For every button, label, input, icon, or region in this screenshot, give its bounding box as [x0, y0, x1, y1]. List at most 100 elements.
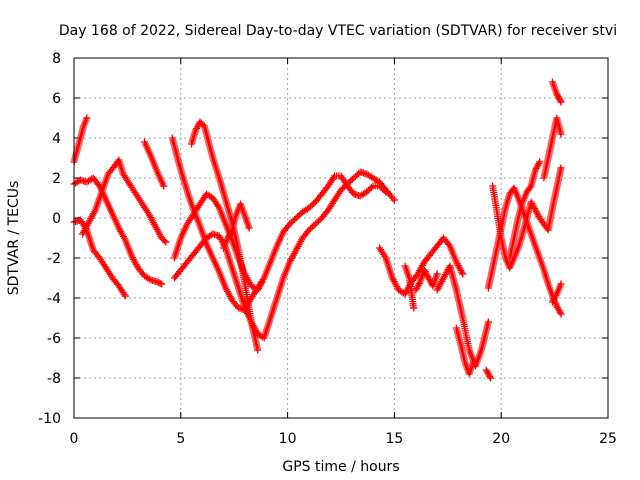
data-point — [534, 211, 542, 219]
data-point — [486, 372, 494, 380]
data-point — [529, 201, 537, 209]
data-point — [482, 366, 490, 374]
data-point — [469, 358, 477, 366]
y-tick-label: 2 — [52, 171, 61, 187]
data-point — [533, 209, 541, 217]
data-point — [549, 296, 557, 304]
data-point — [484, 318, 492, 326]
data-point — [390, 196, 398, 204]
series-s5 — [140, 138, 168, 190]
data-point — [308, 223, 316, 231]
data-point — [528, 200, 536, 208]
data-point — [226, 231, 234, 239]
data-point — [308, 201, 316, 209]
data-point — [367, 184, 375, 191]
y-tick-label: 0 — [52, 211, 61, 227]
data-point — [245, 224, 253, 232]
data-point — [557, 164, 565, 172]
series-s11 — [375, 234, 467, 298]
y-tick-label: -10 — [38, 411, 61, 427]
data-point — [413, 284, 421, 292]
data-point — [557, 98, 565, 106]
series-s8 — [170, 168, 398, 342]
data-point — [162, 238, 170, 246]
series-s15 — [452, 324, 477, 378]
data-point — [413, 283, 421, 291]
data-point — [557, 310, 565, 318]
series-s20 — [540, 114, 565, 182]
data-point — [531, 204, 539, 212]
data-point — [226, 229, 234, 237]
data-point — [350, 174, 358, 182]
x-tick-label: 0 — [70, 431, 79, 447]
data-point — [425, 274, 433, 282]
y-axis-label: SDTVAR / TECUs — [6, 181, 22, 296]
data-point — [459, 270, 467, 278]
data-point — [313, 219, 321, 226]
data-point — [311, 220, 319, 228]
data-point — [483, 368, 491, 376]
data-point — [534, 161, 542, 169]
data-point — [121, 292, 129, 300]
data-point — [535, 160, 543, 168]
data-point — [484, 369, 492, 377]
data-point — [310, 222, 318, 229]
data-point — [337, 186, 345, 194]
data-point — [339, 185, 347, 192]
x-tick-label: 15 — [385, 431, 403, 447]
data-point — [120, 290, 128, 298]
data-points — [70, 78, 565, 382]
data-point — [257, 280, 265, 288]
data-point — [351, 173, 359, 180]
data-point — [83, 114, 91, 122]
data-point — [305, 226, 313, 234]
data-point — [414, 281, 422, 289]
data-point — [292, 214, 300, 222]
data-point — [342, 182, 350, 189]
data-point — [345, 179, 353, 186]
series-s22 — [548, 280, 565, 306]
x-axis-label: GPS time / hours — [282, 459, 399, 475]
data-point — [145, 275, 153, 283]
data-point — [554, 304, 562, 312]
data-point — [258, 278, 266, 286]
data-point — [410, 304, 418, 312]
data-point — [254, 286, 262, 294]
data-point — [458, 268, 466, 276]
x-tick-label: 10 — [279, 431, 297, 447]
series-s9 — [187, 118, 262, 354]
data-point — [193, 124, 201, 132]
data-point — [533, 163, 541, 171]
data-point — [532, 208, 540, 216]
data-point — [433, 270, 441, 278]
data-point — [412, 286, 420, 294]
data-point — [551, 293, 559, 301]
data-point — [287, 219, 295, 226]
data-point — [307, 225, 315, 232]
data-point — [193, 123, 201, 131]
x-tick-label: 20 — [492, 431, 510, 447]
y-tick-label: -6 — [47, 331, 61, 347]
x-tick-label: 25 — [599, 431, 617, 447]
axis-ticks — [73, 57, 609, 419]
data-point — [156, 279, 164, 287]
data-point — [255, 284, 263, 292]
y-tick-label: -8 — [47, 371, 61, 387]
y-tick-label: -2 — [47, 251, 61, 267]
data-point — [485, 371, 493, 379]
data-point — [536, 158, 544, 166]
data-point — [487, 374, 495, 382]
data-point — [548, 298, 556, 306]
data-point — [363, 188, 371, 196]
data-point — [555, 307, 563, 315]
data-point — [307, 203, 315, 210]
data-point — [531, 166, 539, 174]
data-point — [553, 302, 561, 310]
data-point — [532, 164, 540, 172]
data-point — [256, 281, 264, 289]
data-point — [295, 211, 303, 219]
data-point — [554, 305, 562, 313]
series-s21 — [548, 78, 565, 106]
data-point — [330, 174, 338, 182]
